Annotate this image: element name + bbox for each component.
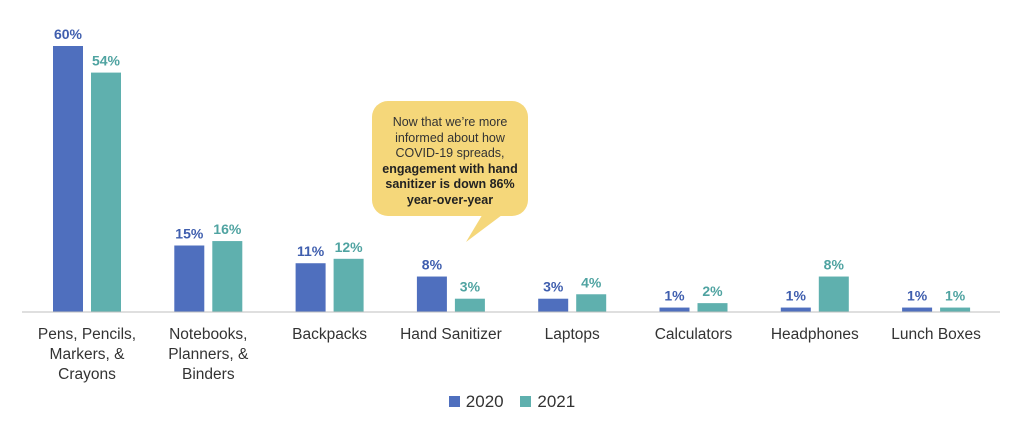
legend-swatch-2020	[448, 396, 460, 407]
annotation-line: informed about how	[395, 130, 505, 145]
bars-layer	[53, 46, 971, 312]
data-label-2020-0: 60%	[54, 26, 83, 42]
category-label-7: Lunch Boxes	[891, 326, 981, 343]
bar-2021-0	[91, 72, 121, 312]
category-label-6: Headphones	[771, 326, 859, 343]
category-labels: Pens, Pencils, Markers, & Crayons Notebooks…	[38, 326, 981, 383]
data-label-2021-1: 16%	[213, 221, 242, 237]
legend: 2020 2021	[0, 392, 1024, 412]
legend-item-2020: 2020	[448, 392, 504, 412]
annotation-line-bold: year-over-year	[406, 192, 494, 207]
data-label-2020-2: 11%	[297, 243, 325, 259]
data-label-2020-4: 3%	[543, 279, 564, 295]
bar-2021-3	[454, 298, 485, 312]
annotation-callout: Now that we’re more informed about how C…	[372, 101, 528, 216]
bar-2020-0	[53, 46, 83, 312]
legend-swatch-2021	[520, 396, 532, 407]
bar-2020-7	[902, 307, 933, 312]
annotation-line-bold: engagement with hand	[382, 161, 518, 176]
annotation-line: COVID-19 spreads,	[395, 146, 505, 160]
bar-2021-1	[212, 241, 243, 312]
bar-2021-4	[576, 294, 607, 312]
data-label-2021-3: 3%	[460, 279, 481, 295]
category-label-4: Laptops	[545, 326, 600, 343]
data-label-2021-0: 54%	[92, 53, 121, 69]
data-label-2021-2: 12%	[335, 239, 364, 255]
bar-2020-6	[780, 307, 811, 312]
category-label-1: Notebooks, Planners, & Binders	[168, 326, 249, 383]
bar-2020-5	[659, 307, 690, 312]
data-label-2021-5: 2%	[702, 283, 723, 299]
category-label-0: Pens, Pencils, Markers, & Crayons	[38, 326, 136, 383]
category-label-3: Hand Sanitizer	[400, 326, 502, 343]
callout-pointer	[466, 212, 506, 242]
bar-2021-7	[940, 307, 971, 312]
bar-2020-1	[174, 245, 205, 312]
bar-2021-2	[333, 258, 364, 312]
legend-label: 2020	[465, 392, 504, 411]
labels-layer: 60% 54% 15% 16% 11% 12% 8% 3% 3% 4% 1% 2% 1% 8% 1% 1%	[54, 26, 966, 304]
bar-2021-5	[697, 303, 728, 312]
data-label-2021-4: 4%	[581, 274, 602, 290]
data-label-2020-3: 8%	[422, 257, 443, 273]
data-label-2020-1: 15%	[175, 226, 204, 242]
annotation-line-bold: sanitizer is down 86%	[385, 177, 515, 191]
annotation-line: Now that we’re more	[392, 115, 508, 129]
data-label-2021-7: 1%	[945, 288, 966, 304]
data-label-2020-7: 1%	[907, 288, 928, 304]
bar-2020-4	[538, 298, 569, 312]
category-label-2: Backpacks	[292, 326, 367, 343]
bar-2020-2	[295, 263, 326, 312]
bar-2020-3	[416, 276, 447, 312]
data-label-2020-5: 1%	[664, 288, 685, 304]
data-label-2020-6: 1%	[786, 288, 807, 304]
category-label-5: Calculators	[655, 326, 733, 343]
bar-2021-6	[818, 276, 849, 312]
legend-label: 2021	[537, 392, 576, 411]
legend-item-2021: 2021	[520, 392, 575, 412]
data-label-2021-6: 8%	[824, 257, 845, 273]
